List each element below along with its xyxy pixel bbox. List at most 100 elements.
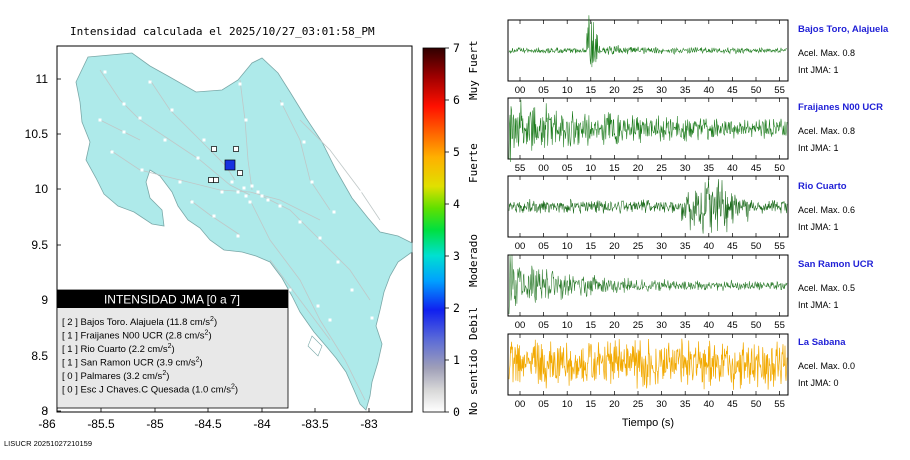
city-point — [163, 138, 167, 142]
map-x-tick-label: -85.5 — [87, 417, 115, 430]
seismogram-tick-label: 30 — [656, 320, 667, 331]
city-point — [122, 130, 126, 134]
seismogram-tick-label: 30 — [656, 85, 667, 96]
colorbar-level-label: No sentido — [467, 349, 480, 415]
road — [279, 99, 331, 211]
station-marker — [213, 177, 219, 183]
station-accel-max: Acel. Max. 0.8 — [798, 48, 856, 58]
city-point — [244, 194, 248, 198]
legend-accel: (3.9 cm/s — [157, 358, 196, 369]
station-name: San Ramon UCR — [798, 259, 874, 270]
seismogram-tick-label: 10 — [562, 241, 573, 252]
station-jma-intensity: Int JMA: 1 — [798, 143, 839, 153]
station-accel-max: Acel. Max. 0.5 — [798, 283, 856, 293]
station-name: Rio Cuarto — [798, 181, 847, 192]
city-point — [140, 168, 144, 172]
map-y-tick-label: 8 — [41, 404, 48, 418]
city-points — [98, 70, 382, 322]
legend-station: Bajos Toro. Alajuela — [80, 317, 166, 328]
seismogram-tick-label: 45 — [727, 320, 738, 331]
road — [189, 199, 241, 236]
seismogram-trace — [508, 99, 788, 163]
station-jma-intensity: Int JMA: 0 — [798, 378, 839, 388]
colorbar-tick-label: 6 — [453, 93, 460, 107]
colorbar-gradient — [422, 47, 446, 413]
city-point — [260, 194, 264, 198]
colorbar-tick-label: 5 — [453, 145, 460, 159]
seismogram-tick-label: 35 — [680, 320, 691, 331]
map-x-tick-label: -85 — [146, 417, 164, 430]
legend-accel: (3.2 cm/s — [123, 371, 162, 382]
intensity-colorbar: 7 6 5 4 3 2 1 0 Muy Fuerte Fuerte Moderado Debil No… — [422, 40, 480, 419]
legend-box — [56, 289, 289, 409]
seismogram-tick-label: 20 — [609, 399, 620, 410]
seismogram-tick-label: 10 — [586, 163, 597, 174]
legend-level: [ 1 ] — [62, 331, 80, 342]
map-x-tick-label: -83 — [360, 417, 378, 430]
costa-rica-polygon — [75, 52, 413, 411]
station-accel-max: Acel. Max. 0.0 — [798, 361, 856, 371]
costa-rica-landmass — [75, 52, 413, 411]
station-markers — [208, 146, 243, 183]
city-point — [310, 180, 314, 184]
station-name: Fraijanes N00 UCR — [798, 102, 884, 113]
colorbar-tick-label: 1 — [453, 353, 460, 367]
legend-title: INTENSIDAD JMA [0 a 7] — [104, 293, 240, 307]
legend-level: [ 1 ] — [62, 358, 80, 369]
colorbar-tick-label: 2 — [453, 301, 460, 315]
city-point — [170, 108, 174, 112]
legend-accel: (2.2 cm/s — [129, 344, 168, 355]
city-point — [244, 118, 248, 122]
city-point — [178, 180, 182, 184]
seismogram-tick-label: 55 — [515, 163, 526, 174]
colorbar-level-label: Muy Fuerte — [467, 40, 480, 100]
map-title: Intensidad calculada el 2025/10/27_03:01… — [70, 25, 375, 38]
seismogram-tick-label: 35 — [680, 399, 691, 410]
seismogram-tick-label: 45 — [727, 241, 738, 252]
seismogram-trace — [508, 15, 788, 68]
city-point — [280, 102, 284, 106]
station-name: Bajos Toro, Alajuela — [798, 24, 889, 35]
city-point — [332, 210, 336, 214]
seismogram-trace — [508, 178, 788, 234]
station-marker — [211, 146, 217, 152]
seismogram-tick-label: 20 — [633, 163, 644, 174]
city-point — [148, 80, 152, 84]
legend-unit-sup: 2 — [196, 357, 200, 364]
city-point — [298, 220, 302, 224]
city-point — [378, 220, 382, 224]
city-point — [202, 138, 206, 142]
map-x-tick-label: -83.5 — [301, 417, 329, 430]
seismogram-tick-label: 30 — [656, 399, 667, 410]
road — [269, 259, 331, 341]
city-point — [256, 190, 260, 194]
seismogram-tick-label: 40 — [704, 320, 715, 331]
seismogram-tick-label: 05 — [562, 163, 573, 174]
seismogram-tick-label: 15 — [586, 320, 597, 331]
colorbar-level-label: Fuerte — [467, 143, 480, 183]
city-point — [138, 116, 142, 120]
colorbar-level-label: Debil — [467, 307, 480, 340]
seismogram-tick-label: 15 — [586, 399, 597, 410]
map-x-tick-label: -84.5 — [194, 417, 222, 430]
legend-level: [ 2 ] — [62, 317, 80, 328]
seismogram-trace — [508, 338, 788, 390]
city-point — [230, 180, 234, 184]
map-y-ticks: 11 10.5 10 9.5 9 8.5 8 — [25, 72, 61, 418]
seismogram-tick-label: 35 — [680, 241, 691, 252]
seismogram-tick-label: 20 — [609, 320, 620, 331]
station-jma-intensity: Int JMA: 1 — [798, 65, 839, 75]
city-point — [328, 318, 332, 322]
legend-unit-sup: 2 — [162, 370, 166, 377]
seismogram-tick-label: 55 — [774, 85, 785, 96]
colorbar-tick-label: 0 — [453, 405, 460, 419]
city-point — [370, 316, 374, 320]
city-point — [316, 304, 320, 308]
station-accel-max: Acel. Max. 0.8 — [798, 126, 856, 136]
seismogram-tick-label: 20 — [609, 241, 620, 252]
seismogram-tick-label: 25 — [656, 163, 667, 174]
legend-unit-sup: 2 — [205, 330, 209, 337]
legend-accel: (11.8 cm/s — [166, 317, 210, 328]
legend-unit-sup: 2 — [231, 384, 235, 391]
seismogram-panel: 00 05 10 15 20 25 30 35 40 45 50 55 — [507, 175, 789, 252]
